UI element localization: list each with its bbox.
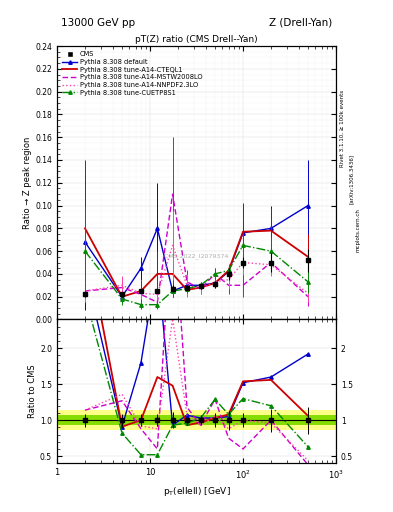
X-axis label: $\mathregular{p_T(ellell)\ [GeV]}$: $\mathregular{p_T(ellell)\ [GeV]}$	[163, 485, 230, 498]
Text: [arXiv:1306.3436]: [arXiv:1306.3436]	[349, 154, 354, 204]
Bar	[57, 415, 336, 425]
Text: Z (Drell-Yan): Z (Drell-Yan)	[269, 18, 332, 28]
Y-axis label: Ratio → Z peak region: Ratio → Z peak region	[23, 137, 32, 229]
Text: mcplots.cern.ch: mcplots.cern.ch	[355, 208, 360, 252]
Text: 13000 GeV pp: 13000 GeV pp	[61, 18, 135, 28]
Bar	[57, 410, 336, 430]
Y-axis label: Ratio to CMS: Ratio to CMS	[28, 365, 37, 418]
Legend: CMS, Pythia 8.308 default, Pythia 8.308 tune-A14-CTEQL1, Pythia 8.308 tune-A14-M: CMS, Pythia 8.308 default, Pythia 8.308 …	[60, 50, 204, 98]
Title: pT(Z) ratio (CMS Drell--Yan): pT(Z) ratio (CMS Drell--Yan)	[135, 35, 258, 44]
Text: CMS 2022_I2079374: CMS 2022_I2079374	[164, 253, 229, 259]
Text: Rivet 3.1.10, ≥ 100k events: Rivet 3.1.10, ≥ 100k events	[340, 90, 345, 166]
